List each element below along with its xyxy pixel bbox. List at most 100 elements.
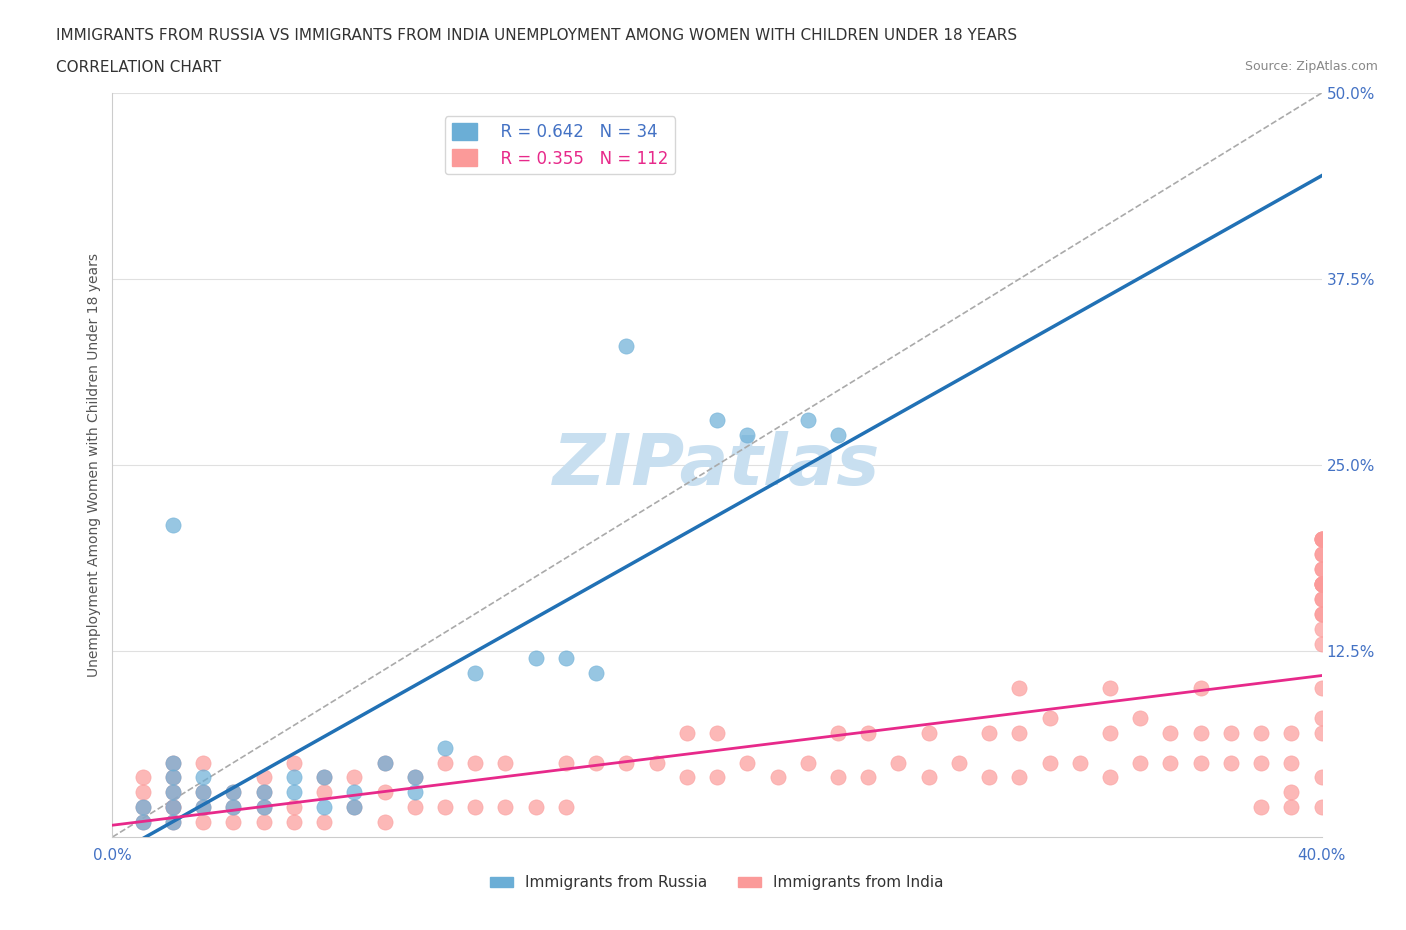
Point bbox=[374, 755, 396, 770]
Point bbox=[554, 800, 576, 815]
Point bbox=[1310, 577, 1333, 591]
Point bbox=[1310, 547, 1333, 562]
Text: ZIPatlas: ZIPatlas bbox=[554, 431, 880, 499]
Point bbox=[162, 755, 184, 770]
Point bbox=[918, 770, 941, 785]
Point bbox=[191, 785, 214, 800]
Point bbox=[1310, 532, 1333, 547]
Point bbox=[1279, 800, 1302, 815]
Point bbox=[1279, 785, 1302, 800]
Point bbox=[554, 755, 576, 770]
Point bbox=[222, 815, 245, 830]
Point bbox=[191, 800, 214, 815]
Point bbox=[706, 725, 728, 740]
Point bbox=[283, 770, 305, 785]
Point bbox=[766, 770, 789, 785]
Point bbox=[1310, 577, 1333, 591]
Point bbox=[191, 800, 214, 815]
Point bbox=[1279, 755, 1302, 770]
Point bbox=[162, 800, 184, 815]
Point bbox=[1129, 711, 1152, 725]
Point bbox=[253, 785, 276, 800]
Point bbox=[1310, 532, 1333, 547]
Point bbox=[162, 755, 184, 770]
Point bbox=[524, 651, 547, 666]
Point bbox=[1279, 725, 1302, 740]
Point bbox=[314, 770, 336, 785]
Point bbox=[222, 785, 245, 800]
Point bbox=[162, 517, 184, 532]
Point bbox=[464, 666, 486, 681]
Point bbox=[585, 755, 607, 770]
Point bbox=[675, 770, 697, 785]
Point bbox=[433, 740, 456, 755]
Point bbox=[796, 413, 818, 428]
Point bbox=[856, 725, 880, 740]
Point bbox=[1129, 755, 1152, 770]
Point bbox=[1008, 681, 1031, 696]
Point bbox=[495, 755, 517, 770]
Point bbox=[314, 770, 336, 785]
Point bbox=[1310, 532, 1333, 547]
Y-axis label: Unemployment Among Women with Children Under 18 years: Unemployment Among Women with Children U… bbox=[87, 253, 101, 677]
Point bbox=[856, 770, 880, 785]
Point bbox=[827, 725, 849, 740]
Point bbox=[433, 800, 456, 815]
Point bbox=[948, 755, 970, 770]
Point bbox=[132, 800, 155, 815]
Point bbox=[1098, 725, 1121, 740]
Point bbox=[1310, 636, 1333, 651]
Point bbox=[162, 785, 184, 800]
Text: Source: ZipAtlas.com: Source: ZipAtlas.com bbox=[1244, 60, 1378, 73]
Point bbox=[132, 815, 155, 830]
Point bbox=[1189, 681, 1212, 696]
Point bbox=[162, 815, 184, 830]
Point bbox=[314, 815, 336, 830]
Point bbox=[314, 785, 336, 800]
Point bbox=[132, 770, 155, 785]
Point bbox=[343, 800, 366, 815]
Point bbox=[191, 815, 214, 830]
Point bbox=[1038, 755, 1062, 770]
Point bbox=[162, 785, 184, 800]
Point bbox=[343, 770, 366, 785]
Point bbox=[253, 815, 276, 830]
Point bbox=[1310, 621, 1333, 636]
Point bbox=[918, 725, 941, 740]
Point bbox=[827, 770, 849, 785]
Point bbox=[1310, 547, 1333, 562]
Point bbox=[404, 800, 426, 815]
Text: CORRELATION CHART: CORRELATION CHART bbox=[56, 60, 221, 75]
Point bbox=[1220, 755, 1243, 770]
Point bbox=[404, 770, 426, 785]
Point bbox=[1098, 681, 1121, 696]
Point bbox=[162, 770, 184, 785]
Point bbox=[162, 800, 184, 815]
Point bbox=[283, 755, 305, 770]
Point bbox=[1310, 532, 1333, 547]
Point bbox=[132, 800, 155, 815]
Point bbox=[645, 755, 668, 770]
Point bbox=[1250, 800, 1272, 815]
Point bbox=[706, 413, 728, 428]
Point bbox=[827, 428, 849, 443]
Point bbox=[374, 755, 396, 770]
Point bbox=[283, 800, 305, 815]
Point bbox=[1310, 800, 1333, 815]
Point bbox=[283, 815, 305, 830]
Point bbox=[162, 815, 184, 830]
Point bbox=[222, 785, 245, 800]
Point bbox=[1008, 770, 1031, 785]
Point bbox=[1310, 577, 1333, 591]
Point bbox=[1310, 562, 1333, 577]
Point bbox=[343, 800, 366, 815]
Point bbox=[253, 800, 276, 815]
Point bbox=[1310, 591, 1333, 606]
Point bbox=[1310, 577, 1333, 591]
Point bbox=[1250, 755, 1272, 770]
Point bbox=[524, 800, 547, 815]
Point bbox=[253, 800, 276, 815]
Point bbox=[495, 800, 517, 815]
Point bbox=[706, 770, 728, 785]
Point bbox=[253, 785, 276, 800]
